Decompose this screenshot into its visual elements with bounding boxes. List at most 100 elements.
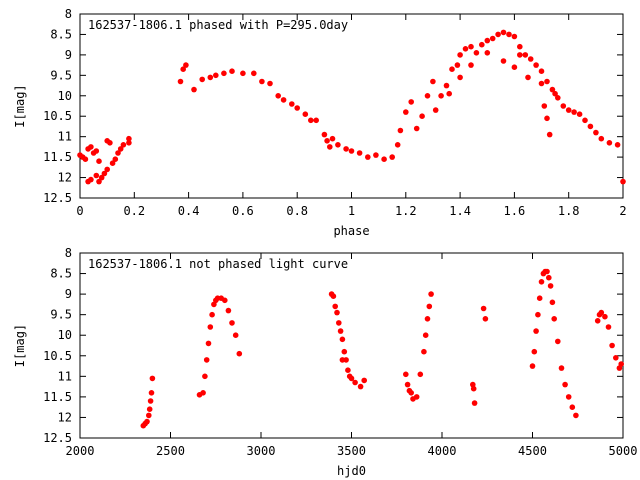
unphased-light-curve-panel: 2000 2500 3000 3500 4000 4500 5000 8 8.5 9 9.5 10 10… bbox=[13, 246, 637, 478]
unphased-y-tick-label: 11 bbox=[58, 369, 72, 383]
phased-data-point bbox=[397, 127, 404, 134]
phased-data-point bbox=[479, 41, 485, 48]
unphased-data-point bbox=[339, 336, 346, 343]
unphased-data-point bbox=[470, 385, 477, 392]
unphased-y-tick-label: 8.5 bbox=[50, 267, 72, 281]
phased-data-point bbox=[93, 172, 100, 179]
unphased-x-tick-label: 4000 bbox=[428, 444, 457, 458]
unphased-y-tick-label: 11.5 bbox=[43, 390, 72, 404]
phased-data-point bbox=[533, 62, 539, 68]
phased-data-point bbox=[424, 93, 431, 99]
phased-data-point bbox=[280, 97, 287, 103]
unphased-x-tick-label: 2000 bbox=[66, 444, 95, 458]
unphased-data-point bbox=[536, 295, 543, 302]
phased-data-point bbox=[403, 109, 409, 115]
unphased-data-point bbox=[480, 305, 487, 312]
unphased-y-axis-label: I[mag] bbox=[13, 324, 27, 367]
phased-x-tick-label: 1.6 bbox=[504, 204, 526, 218]
unphased-y-tick-label: 9 bbox=[65, 287, 72, 301]
phased-data-point bbox=[468, 62, 474, 68]
phased-data-point bbox=[109, 160, 116, 166]
phased-data-point bbox=[180, 66, 186, 72]
unphased-data-point bbox=[544, 268, 550, 275]
unphased-data-point bbox=[336, 320, 342, 326]
phased-data-point bbox=[565, 107, 572, 113]
phased-data-point bbox=[381, 156, 387, 162]
phased-data-point bbox=[449, 66, 455, 72]
unphased-data-point bbox=[229, 320, 235, 326]
unphased-data-point bbox=[205, 340, 212, 347]
phased-y-tick-label: 11.5 bbox=[43, 150, 72, 164]
phased-y-tick-label: 9 bbox=[65, 48, 72, 62]
phased-data-point bbox=[506, 31, 512, 38]
phased-y-tick-label: 12 bbox=[58, 171, 72, 185]
unphased-data-point bbox=[330, 293, 337, 300]
phased-data-point bbox=[484, 50, 491, 56]
phased-data-point bbox=[546, 131, 553, 138]
phased-x-tick-label: 0 bbox=[76, 204, 83, 218]
unphased-data-point bbox=[594, 318, 601, 324]
unphased-x-tick-label: 2500 bbox=[156, 444, 185, 458]
unphased-data-point bbox=[146, 412, 152, 419]
unphased-data-point bbox=[408, 390, 415, 396]
phased-data-point bbox=[517, 43, 523, 50]
unphased-data-point bbox=[421, 348, 427, 355]
unphased-data-point bbox=[341, 348, 348, 355]
phased-data-point bbox=[389, 154, 396, 160]
phased-data-point bbox=[294, 105, 301, 111]
unphased-data-point bbox=[605, 324, 612, 330]
unphased-data-point bbox=[547, 283, 554, 289]
phased-x-tick-label: 0.8 bbox=[286, 204, 308, 218]
phased-data-point bbox=[394, 142, 401, 148]
phased-y-tick-label: 8 bbox=[65, 7, 72, 21]
phased-data-point bbox=[430, 78, 436, 85]
unphased-data-point bbox=[602, 313, 608, 320]
phased-data-point bbox=[313, 117, 320, 124]
unphased-data-point bbox=[144, 418, 150, 425]
unphased-data-point bbox=[232, 332, 239, 339]
unphased-data-point bbox=[203, 357, 210, 363]
phased-y-tick-label: 9.5 bbox=[50, 68, 72, 82]
unphased-x-tick-label: 4500 bbox=[518, 444, 547, 458]
unphased-data-point bbox=[555, 338, 561, 345]
phased-data-point bbox=[251, 70, 257, 77]
unphased-y-tick-label: 12 bbox=[58, 410, 72, 424]
phased-data-point bbox=[335, 142, 341, 148]
phased-data-point bbox=[538, 68, 545, 74]
phased-x-tick-label: 1.8 bbox=[558, 204, 580, 218]
phased-x-tick-label: 0.6 bbox=[232, 204, 254, 218]
phased-data-point bbox=[308, 117, 314, 124]
phased-data-point bbox=[522, 52, 529, 58]
unphased-data-point bbox=[207, 324, 214, 330]
phased-data-point bbox=[560, 103, 567, 109]
unphased-data-point bbox=[339, 357, 346, 363]
unphased-data-point bbox=[332, 303, 339, 310]
phased-data-point bbox=[500, 58, 507, 64]
unphased-data-point bbox=[334, 309, 340, 316]
unphased-data-point bbox=[222, 297, 228, 304]
phased-data-point bbox=[606, 140, 613, 146]
unphased-data-point bbox=[549, 299, 556, 306]
phased-data-point bbox=[183, 62, 189, 68]
unphased-data-point bbox=[413, 394, 420, 400]
phased-data-point bbox=[177, 78, 184, 85]
phased-data-point bbox=[373, 152, 379, 158]
phased-data-point bbox=[324, 138, 330, 144]
phased-data-point bbox=[614, 142, 621, 148]
unphased-data-point bbox=[148, 390, 155, 396]
phased-y-tick-label: 8.5 bbox=[50, 27, 72, 41]
unphased-data-point bbox=[149, 375, 156, 382]
phased-data-point bbox=[327, 144, 333, 150]
unphased-y-tick-label: 10 bbox=[58, 328, 72, 342]
unphased-data-point bbox=[348, 375, 355, 382]
phased-data-point bbox=[240, 70, 246, 77]
phased-y-tick-label: 12.5 bbox=[43, 191, 72, 205]
phased-data-point bbox=[356, 150, 363, 156]
phased-data-point bbox=[229, 68, 235, 74]
phased-data-point bbox=[348, 148, 355, 154]
phased-data-point bbox=[500, 29, 507, 36]
unphased-data-point bbox=[426, 303, 433, 310]
unphased-data-point bbox=[482, 316, 489, 322]
